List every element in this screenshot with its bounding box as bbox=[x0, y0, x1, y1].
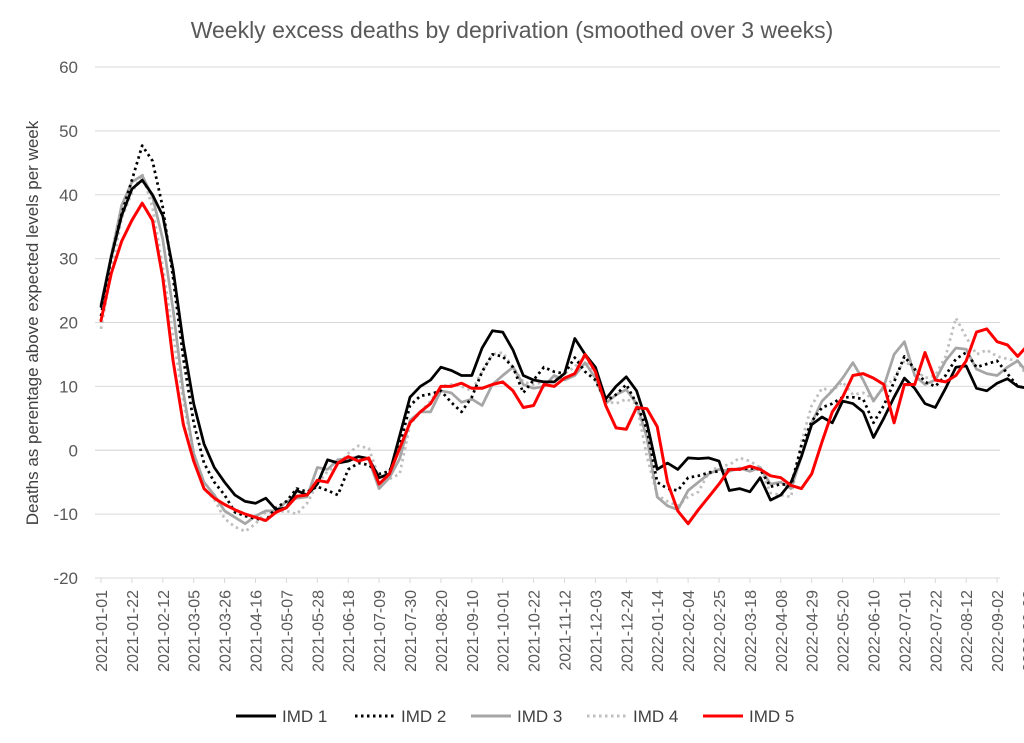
y-tick-label: 50 bbox=[59, 122, 78, 141]
x-tick-label: 2021-01-01 bbox=[94, 590, 111, 672]
x-tick-label: 2022-03-18 bbox=[743, 590, 760, 672]
series-line-imd-3 bbox=[99, 174, 1024, 526]
x-tick-label: 2022-04-08 bbox=[774, 590, 791, 672]
x-tick-label: 2021-10-22 bbox=[527, 590, 544, 672]
x-tick-label: 2022-07-22 bbox=[928, 590, 945, 672]
x-tick-label: 2022-09-23 bbox=[1021, 590, 1024, 672]
x-tick-label: 2022-01-14 bbox=[650, 590, 667, 672]
legend-label: IMD 2 bbox=[401, 707, 446, 726]
x-tick-label: 2021-10-01 bbox=[496, 590, 513, 672]
series-line-imd-1 bbox=[99, 178, 1024, 512]
x-tick-label: 2021-09-10 bbox=[465, 590, 482, 672]
y-tick-label: 30 bbox=[59, 250, 78, 269]
chart-title: Weekly excess deaths by deprivation (smo… bbox=[191, 17, 834, 43]
x-tick-label: 2021-05-28 bbox=[310, 590, 327, 672]
x-tick-label: 2021-12-03 bbox=[588, 590, 605, 672]
x-tick-label: 2021-03-05 bbox=[187, 590, 204, 672]
x-tick-label: 2022-02-04 bbox=[681, 590, 698, 672]
x-tick-label: 2022-02-25 bbox=[712, 590, 729, 672]
legend-label: IMD 3 bbox=[517, 707, 562, 726]
y-tick-label: 0 bbox=[69, 441, 78, 460]
y-tick-label: -10 bbox=[53, 505, 78, 524]
x-tick-label: 2021-11-12 bbox=[558, 590, 575, 671]
x-tick-label: 2022-05-20 bbox=[836, 590, 853, 672]
x-tick-label: 2021-05-07 bbox=[279, 590, 296, 672]
y-axis-ticks: -20 -10 0 10 20 30 40 50 60 bbox=[53, 58, 78, 588]
legend-label: IMD 1 bbox=[282, 707, 327, 726]
x-tick-label: 2021-07-30 bbox=[403, 590, 420, 672]
y-tick-label: 20 bbox=[59, 314, 78, 333]
series-line-imd-2 bbox=[99, 144, 1024, 522]
x-tick-label: 2022-08-12 bbox=[959, 590, 976, 672]
x-tick-label: 2022-09-02 bbox=[990, 590, 1007, 672]
x-tick-label: 2021-08-20 bbox=[434, 590, 451, 672]
legend-label: IMD 5 bbox=[749, 707, 794, 726]
x-tick-label: 2022-07-01 bbox=[897, 590, 914, 672]
y-tick-label: 10 bbox=[59, 377, 78, 396]
y-tick-label: 60 bbox=[59, 58, 78, 77]
x-tick-label: 2021-03-26 bbox=[218, 590, 235, 672]
x-tick-label: 2021-06-18 bbox=[341, 590, 358, 672]
legend-label: IMD 4 bbox=[633, 707, 678, 726]
x-tick-label: 2021-04-16 bbox=[249, 590, 266, 672]
x-tick-label: 2021-12-24 bbox=[619, 590, 636, 672]
series-line-imd-5 bbox=[99, 201, 1024, 526]
y-tick-label: -20 bbox=[53, 569, 78, 588]
legend: IMD 1 IMD 2 IMD 3 IMD 4 IMD 5 bbox=[236, 707, 794, 726]
series-line-imd-4 bbox=[99, 172, 1024, 533]
x-tick-label: 2022-06-10 bbox=[867, 590, 884, 672]
x-tick-label: 2021-01-22 bbox=[125, 590, 142, 672]
x-tick-label: 2021-02-12 bbox=[156, 590, 173, 672]
y-tick-label: 40 bbox=[59, 186, 78, 205]
gridlines bbox=[95, 66, 1000, 579]
x-tick-label: 2022-04-29 bbox=[805, 590, 822, 672]
series-lines bbox=[99, 144, 1024, 533]
x-axis-ticks: 2021-01-01 2021-01-22 2021-02-12 2021-03-05… bbox=[94, 578, 1024, 672]
y-axis-title: Deaths as perentage above expected level… bbox=[23, 120, 42, 525]
x-tick-label: 2021-07-09 bbox=[372, 590, 389, 672]
